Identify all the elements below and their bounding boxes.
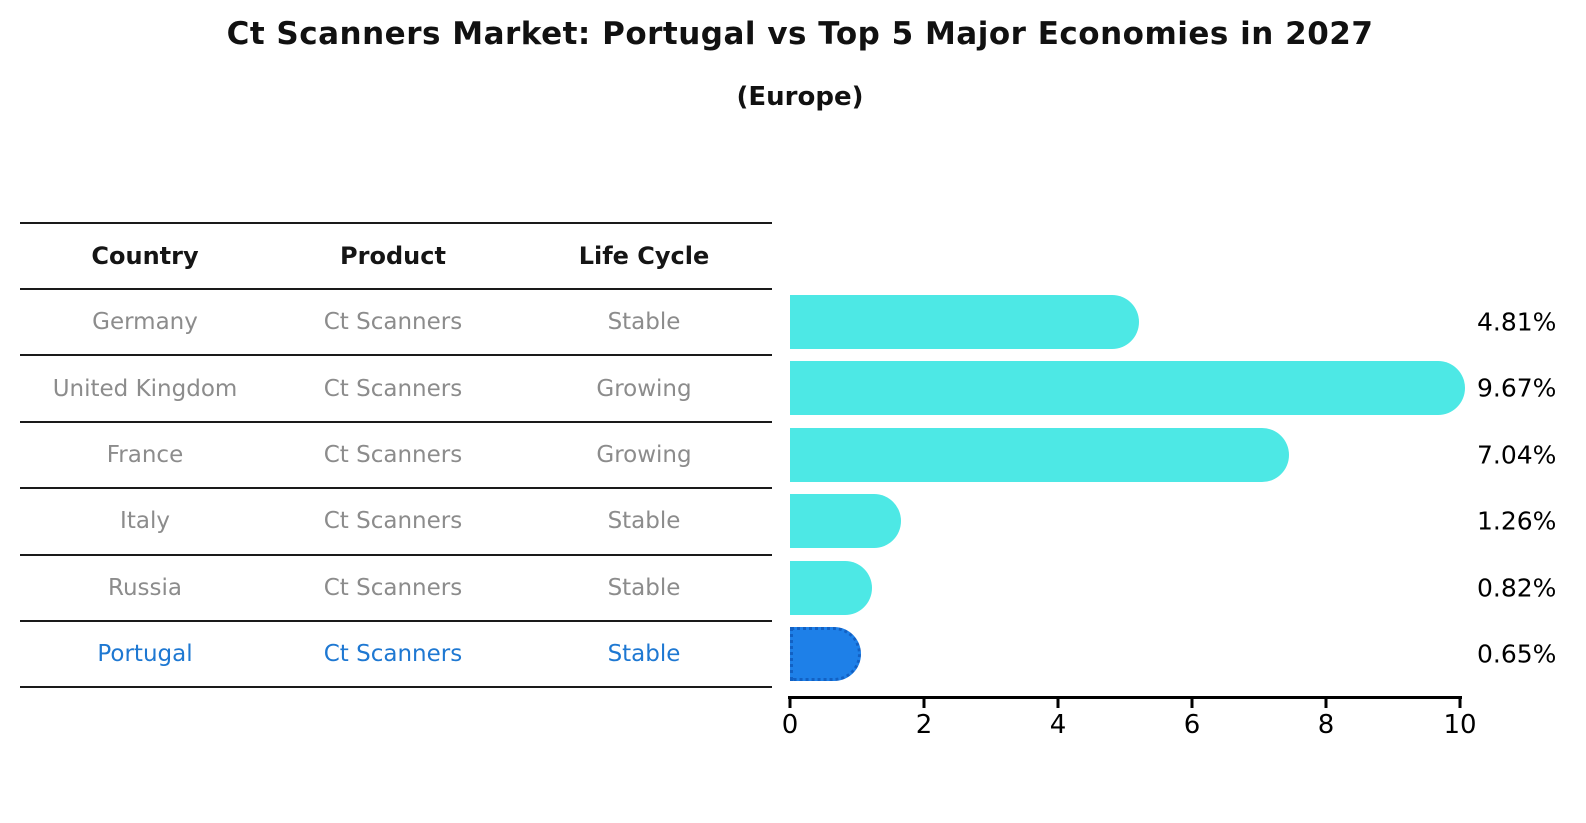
cell-product-germany: Ct Scanners <box>323 309 463 336</box>
cell-country-italy: Italy <box>120 508 170 535</box>
x-axis-line <box>788 696 1462 699</box>
table-row-france: France Ct Scanners Growing <box>20 423 772 490</box>
bar-germany <box>790 295 1140 349</box>
cell-product-france: Ct Scanners <box>323 441 463 468</box>
table-row-portugal: Portugal Ct Scanners Stable <box>20 622 772 689</box>
cell-life-cycle-portugal: Stable <box>607 641 681 668</box>
table-row-russia: Russia Ct Scanners Stable <box>20 556 772 622</box>
value-label-france: 7.04% <box>1477 440 1557 470</box>
x-tick-mark-2 <box>922 699 926 708</box>
bar-portugal <box>790 627 861 681</box>
table-row-germany: Germany Ct Scanners Stable <box>20 290 772 357</box>
cell-country-france: France <box>106 441 184 468</box>
value-label-portugal: 0.65% <box>1477 639 1557 669</box>
chart-title: Ct Scanners Market: Portugal vs Top 5 Ma… <box>226 16 1374 52</box>
value-label-russia: 0.82% <box>1477 573 1557 603</box>
table-header-product: Product <box>340 242 446 270</box>
x-tick-label-10: 10 <box>1443 710 1477 740</box>
cell-life-cycle-germany: Stable <box>607 309 681 336</box>
cell-country-germany: Germany <box>92 309 198 336</box>
table-header-country: Country <box>91 242 199 270</box>
bar-russia <box>790 560 872 615</box>
x-tick-label-2: 2 <box>915 710 933 740</box>
chart-subtitle: (Europe) <box>736 82 864 112</box>
cell-life-cycle-united-kingdom: Growing <box>596 375 692 402</box>
value-label-italy: 1.26% <box>1477 506 1557 536</box>
cell-country-united-kingdom: United Kingdom <box>52 375 238 402</box>
cell-country-portugal: Portugal <box>97 641 193 668</box>
table-header-lifecycle: Life Cycle <box>578 242 710 270</box>
value-label-germany: 4.81% <box>1477 307 1557 337</box>
bar-italy <box>790 494 902 549</box>
cell-country-russia: Russia <box>108 574 182 601</box>
cell-life-cycle-italy: Stable <box>607 508 681 535</box>
x-tick-mark-10 <box>1458 699 1462 708</box>
cell-product-united-kingdom: Ct Scanners <box>323 375 463 402</box>
x-tick-label-0: 0 <box>781 710 799 740</box>
cell-life-cycle-russia: Stable <box>607 574 681 601</box>
table-row-italy: Italy Ct Scanners Stable <box>20 489 772 556</box>
country-info-table: Country Product Life Cycle Germany Ct Sca… <box>20 222 772 689</box>
x-tick-mark-4 <box>1056 699 1060 708</box>
x-tick-label-6: 6 <box>1183 710 1201 740</box>
table-row-united-kingdom: United Kingdom Ct Scanners Growing <box>20 356 772 423</box>
x-tick-label-8: 8 <box>1317 710 1335 740</box>
x-tick-mark-8 <box>1324 699 1328 708</box>
table-header-row: Country Product Life Cycle <box>20 224 772 290</box>
x-tick-mark-0 <box>788 699 792 708</box>
bar-united-kingdom <box>790 361 1465 416</box>
x-tick-label-4: 4 <box>1049 710 1067 740</box>
cell-life-cycle-france: Growing <box>596 441 692 468</box>
cell-product-russia: Ct Scanners <box>323 574 463 601</box>
cell-product-portugal: Ct Scanners <box>323 641 463 668</box>
cell-product-italy: Ct Scanners <box>323 508 463 535</box>
table-body: Germany Ct Scanners Stable United Kingdom Ct… <box>20 290 772 689</box>
x-tick-mark-6 <box>1190 699 1194 708</box>
bar-france <box>790 427 1289 482</box>
value-label-united-kingdom: 9.67% <box>1477 373 1557 403</box>
